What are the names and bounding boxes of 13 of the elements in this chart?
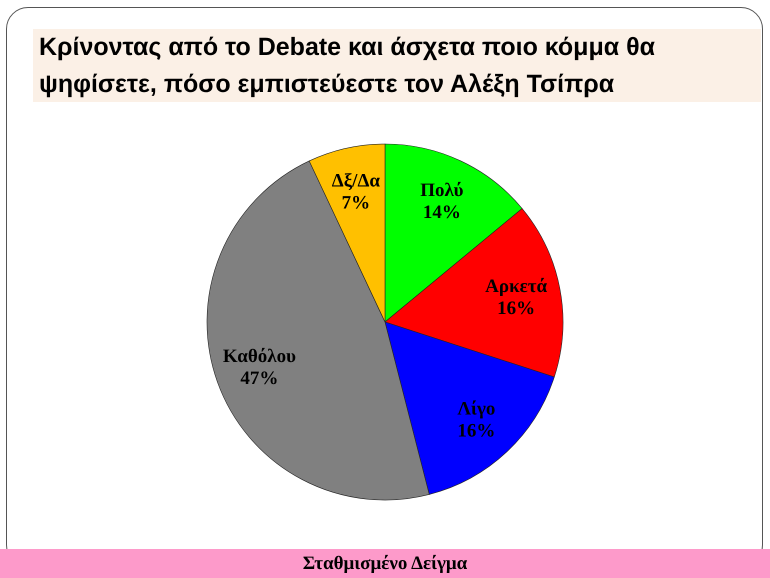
slice-label: Καθόλου	[222, 346, 296, 368]
chart-title: Κρίνοντας από το Debate και άσχετα ποιο κόμμα θα ψηφίσετε, πόσο εμπιστεύεστε τον Αλέξη Τσίπρα	[39, 32, 656, 100]
data-label: 7%	[342, 192, 370, 214]
slice-label: Δξ/Δα	[332, 170, 380, 192]
slice-label: Λίγο	[457, 398, 496, 420]
data-label: 47%	[240, 368, 278, 390]
slice-label: Πολύ	[420, 180, 464, 202]
footer-strip: Σταθμισμένο Δείγμα	[0, 549, 770, 578]
data-label: 14%	[422, 202, 461, 224]
data-label: 16%	[457, 420, 496, 442]
slice-label: Αρκετά	[485, 276, 548, 297]
title-panel: Κρίνοντας από το Debate και άσχετα ποιο κόμμα θα ψηφίσετε, πόσο εμπιστεύεστε τον Αλέξη Τσίπρα	[33, 29, 761, 102]
data-label: 16%	[497, 298, 536, 319]
